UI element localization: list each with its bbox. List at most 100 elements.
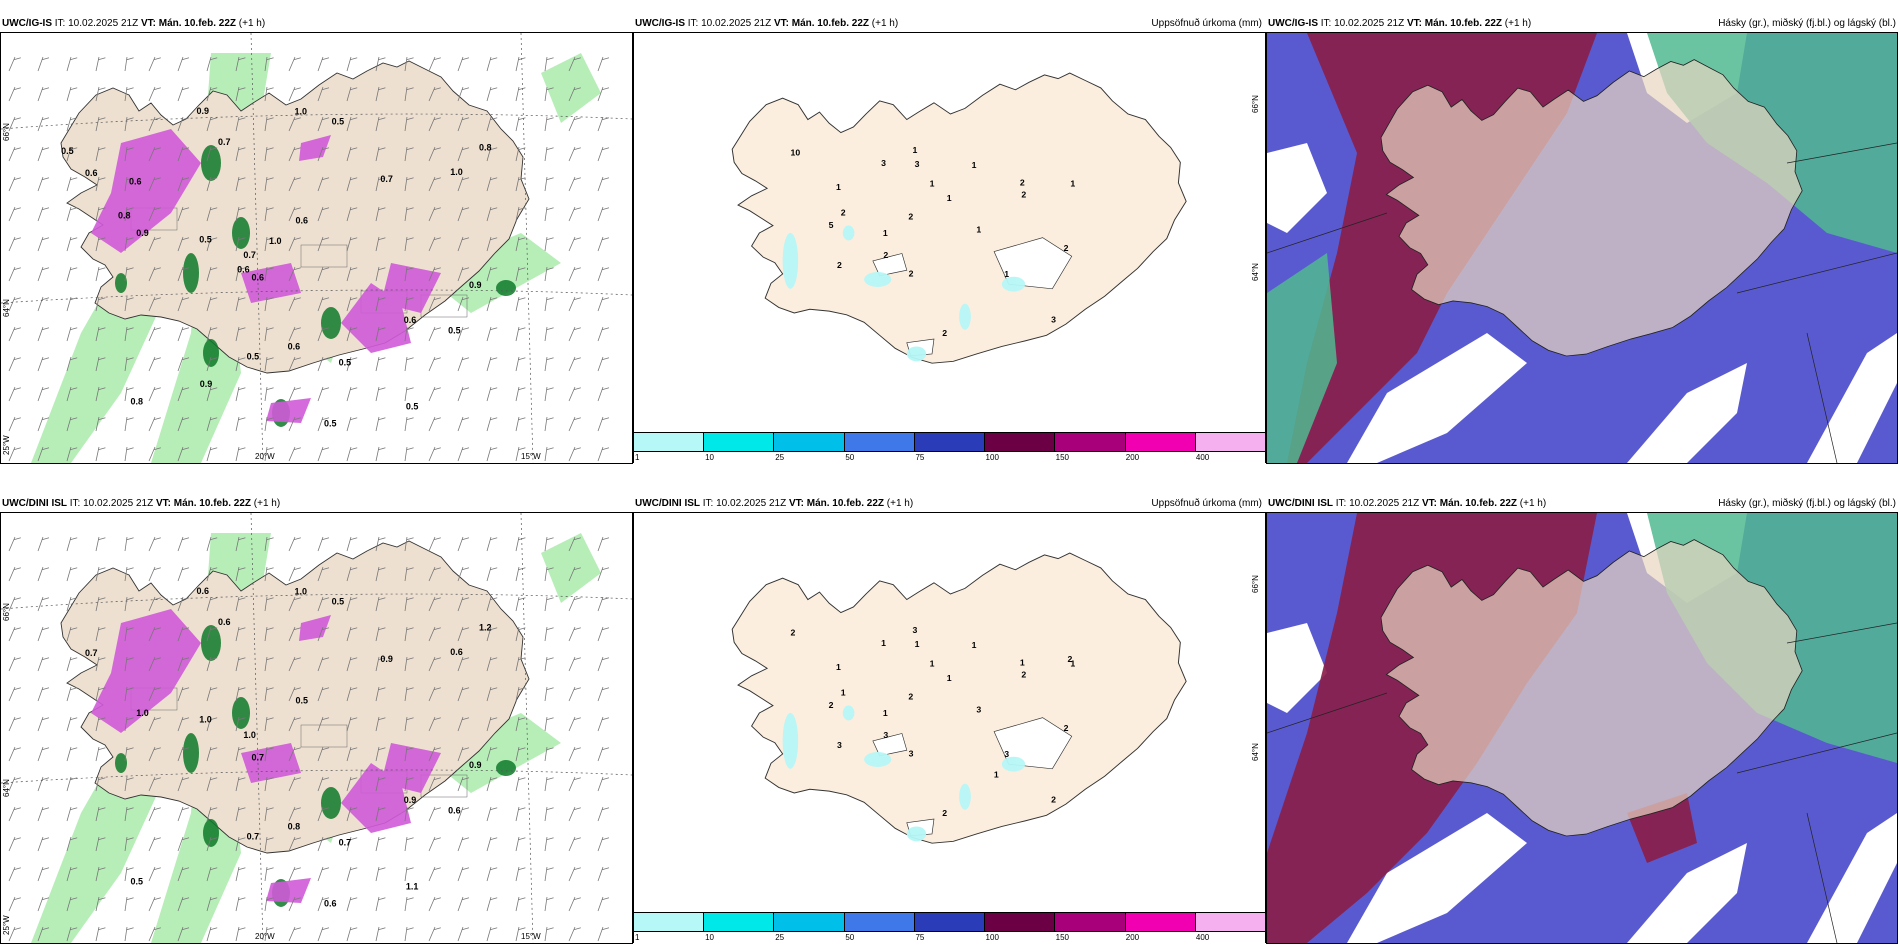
wind-barb [8, 356, 21, 372]
precip-point-label: 1 [972, 640, 977, 650]
colorbar-tick-label: 75 [915, 933, 925, 942]
wind-barb [8, 296, 21, 312]
wind-barb [544, 806, 554, 822]
wind-barb [288, 596, 301, 612]
precip-map[interactable]: 2 1 2 2 2 2 1 2 3 3 1 1 3 1 1 1 2 5 2 1 10 1 2 66°N 64°N [633, 32, 1266, 463]
wind-barb [148, 236, 161, 252]
wind-barb [206, 626, 218, 642]
wind-barb [8, 896, 21, 912]
wind-barb [206, 746, 218, 762]
wind-barb [515, 596, 526, 612]
wind-barb [486, 596, 498, 612]
wind-value-label: 1.0 [199, 714, 212, 724]
init-time: IT: 10.02.2025 21Z [687, 18, 772, 29]
wind-barb [148, 746, 161, 762]
wind-barb [264, 656, 274, 672]
wind-barb [148, 866, 161, 882]
wind-barb [37, 836, 50, 852]
precip-point-label: 1 [930, 659, 935, 669]
precip-patch [842, 225, 855, 241]
wind-barb [235, 566, 246, 582]
wind-barb [264, 596, 274, 612]
wind-barb [264, 716, 274, 732]
wind-barb [124, 656, 134, 672]
wind-value-label: 1.0 [243, 730, 256, 740]
wind-barb [404, 776, 414, 792]
wind-barb [37, 206, 50, 222]
wind-barb [346, 686, 358, 702]
wind-barb [8, 776, 21, 792]
precip-patch [906, 826, 927, 842]
wind-barb [457, 716, 470, 732]
wind-barb [66, 836, 78, 852]
precip-core [201, 145, 221, 181]
wind-map[interactable]: 66°N 64°N 25°W 20°W 15°W 0.5 0.6 0.6 0.7 0.6 0.5 0.… [0, 32, 633, 464]
axis-label-25w: 25°W [2, 915, 11, 935]
precip-point-label: 1 [881, 638, 886, 648]
wind-barb [568, 866, 581, 882]
panel-title: UWC/IG-IS IT: 10.02.2025 21Z VT: Mán. 10… [1266, 16, 1900, 32]
wind-barb [235, 686, 246, 702]
wind-barb [317, 866, 330, 882]
wind-barb [428, 326, 441, 342]
wind-barb [346, 866, 358, 882]
wind-barb [317, 176, 330, 192]
wind-barb [37, 596, 50, 612]
wind-barb [457, 626, 470, 642]
wind-barb [235, 386, 246, 402]
colorbar-swatch [844, 433, 915, 451]
wind-barb [428, 626, 441, 642]
cloud-map[interactable] [1266, 512, 1898, 944]
precip-point-label: 2 [1064, 243, 1069, 253]
wind-barb [515, 446, 526, 462]
wind-barb [486, 926, 498, 942]
cloud-map[interactable] [1266, 32, 1898, 464]
axis-label-15w: 15°W [521, 452, 541, 461]
lon-line-20 [250, 513, 264, 943]
colorbar-swatch [774, 913, 845, 931]
wind-barb [235, 776, 246, 792]
precip-point-label: 2 [883, 250, 888, 260]
wind-barb [37, 266, 50, 282]
wind-barb [235, 176, 246, 192]
wind-barb [66, 206, 78, 222]
precip-patch [959, 783, 971, 810]
wind-barb [457, 746, 470, 762]
wind-barb [428, 56, 441, 72]
wind-barb [66, 626, 78, 642]
wind-barb [597, 386, 610, 402]
precip-map[interactable]: 3 1 2 2 2 1 1 1 1 2 3 1 1 3 1 3 2 2 3 1 2 1 3 2 1 66°N 64°N [633, 512, 1266, 943]
precip-point-label: 1 [976, 225, 981, 235]
wind-barb [544, 176, 554, 192]
init-time: IT: 10.02.2025 21Z [1320, 18, 1405, 29]
wind-barb [428, 356, 441, 372]
clear-southwest [1347, 333, 1527, 463]
wind-map[interactable]: 66°N 64°N 25°W 20°W 15°W 0.6 0.7 0.5 0.6 0.7 0.6 0.… [0, 512, 633, 944]
wind-barb [486, 386, 498, 402]
wind-barb [66, 746, 78, 762]
wind-barb [177, 176, 190, 192]
wind-barb [568, 926, 581, 942]
wind-barb [8, 326, 21, 342]
wind-barb [206, 236, 218, 252]
wind-barb [66, 776, 78, 792]
wind-barb [568, 176, 581, 192]
wind-barb [206, 596, 218, 612]
wind-barb [375, 536, 386, 552]
wind-barb [95, 686, 106, 702]
wind-barb [597, 656, 610, 672]
wind-barb [568, 746, 581, 762]
wind-barb [95, 446, 106, 462]
wind-barb [264, 446, 274, 462]
wind-barb [457, 446, 470, 462]
wind-barb [457, 356, 470, 372]
wind-barb [95, 776, 106, 792]
precip-point-label: 3 [837, 740, 842, 750]
wind-barb [235, 356, 246, 372]
wind-barb [148, 356, 161, 372]
wind-barb [177, 746, 190, 762]
wind-barb [346, 86, 358, 102]
wind-barb [375, 266, 386, 282]
wind-barb [95, 566, 106, 582]
wind-barb [264, 206, 274, 222]
